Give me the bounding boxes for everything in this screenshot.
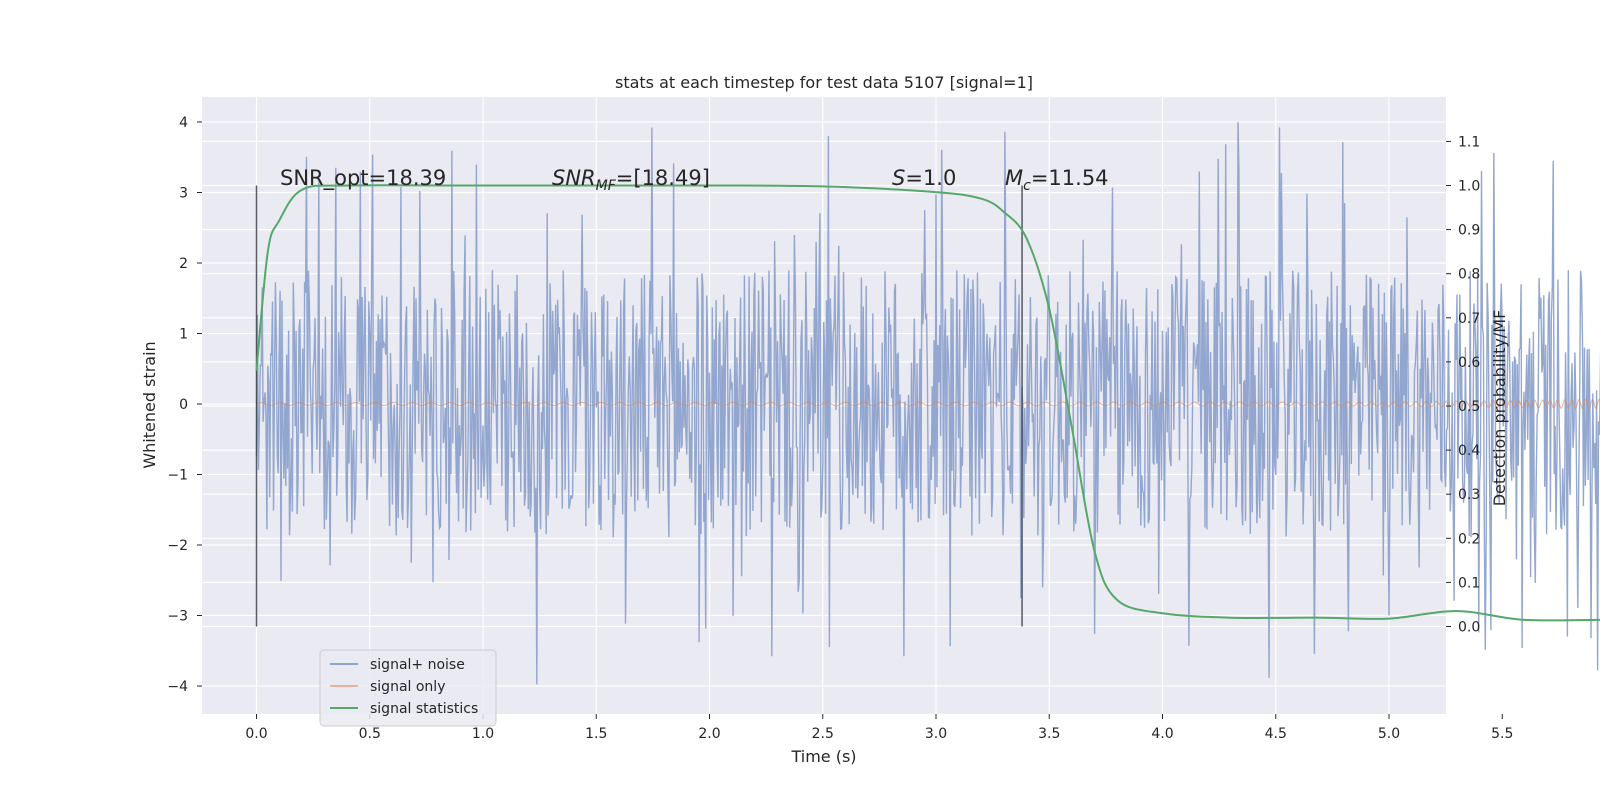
y-axis-label: Whitened strain — [140, 341, 159, 468]
y2-tick-label-1: 0.1 — [1458, 575, 1480, 591]
x-tick-label-0: 0.0 — [245, 726, 267, 742]
snr-mf-subscript: MF — [596, 178, 617, 194]
x-tick-label-3: 1.5 — [585, 726, 607, 742]
x-tick-label-9: 4.5 — [1265, 726, 1287, 742]
chart-title: stats at each timestep for test data 510… — [615, 73, 1033, 92]
y2-tick-label-9: 0.9 — [1458, 223, 1480, 239]
y2-tick-label-7: 0.7 — [1458, 311, 1480, 327]
y-axis-left: −4 −3 −2 −1 0 1 2 3 4 — [167, 115, 202, 695]
mc-symbol: M — [1005, 166, 1023, 190]
annotation-mc: Mc=11.54 — [1005, 166, 1109, 194]
y-tick-label-6: 2 — [179, 256, 188, 272]
x-tick-label-6: 3.0 — [925, 726, 947, 742]
series-signal-noise — [255, 122, 1600, 685]
y-tick-label-7: 3 — [179, 186, 188, 202]
x-axis-label: Time (s) — [790, 747, 856, 766]
y2-tick-label-5: 0.5 — [1458, 399, 1480, 415]
y2-tick-label-2: 0.2 — [1458, 531, 1480, 547]
legend-entry-signal: signal only — [370, 679, 445, 695]
x-tick-label-8: 4.0 — [1151, 726, 1173, 742]
annotation-snr-opt: SNR_opt=18.39 — [280, 166, 446, 191]
x-tick-label-4: 2.0 — [698, 726, 720, 742]
x-tick-label-2: 1.0 — [472, 726, 494, 742]
legend-entry-stats: signal statistics — [370, 701, 478, 717]
annotation-s: S=1.0 — [892, 166, 956, 190]
y-tick-label-3: −1 — [167, 468, 188, 484]
y-tick-label-4: 0 — [179, 397, 188, 413]
x-tick-label-10: 5.0 — [1378, 726, 1400, 742]
y2-tick-label-10: 1.0 — [1458, 179, 1480, 195]
y2-tick-label-4: 0.4 — [1458, 443, 1480, 459]
x-tick-label-5: 2.5 — [812, 726, 834, 742]
noise-trace — [255, 122, 1600, 685]
y-tick-label-8: 4 — [179, 115, 188, 131]
legend-box — [319, 649, 497, 727]
y2-tick-label-3: 0.3 — [1458, 487, 1480, 503]
y-tick-label-5: 1 — [179, 327, 188, 343]
annotation-snr-mf: SNRMF=[18.49] — [552, 166, 710, 194]
snr-mf-symbol: SNR — [552, 166, 596, 190]
x-tick-label-1: 0.5 — [359, 726, 381, 742]
mc-value: =11.54 — [1031, 166, 1109, 190]
series-signal-statistics — [255, 184, 1600, 622]
signal-trace — [256, 398, 1600, 410]
y2-axis-label: Detection probability/MF — [1490, 310, 1509, 507]
legend-entry-noise: signal+ noise — [370, 657, 465, 673]
snr-mf-value: =[18.49] — [616, 166, 710, 190]
legend: signal+ noise signal only signal statist… — [319, 649, 497, 727]
y-tick-label-2: −2 — [167, 538, 188, 554]
y2-tick-label-8: 0.8 — [1458, 267, 1480, 283]
y-axis-right: 0.0 0.1 0.2 0.3 0.4 0.5 0.6 0.7 0.8 0.9 1.0 1.1 — [1446, 134, 1480, 636]
stats-trace — [255, 184, 1600, 622]
x-axis: 0.00.51.01.52.02.53.03.54.04.55.05.56.06… — [245, 714, 1513, 742]
y2-tick-label-11: 1.1 — [1458, 134, 1480, 150]
series-signal-only — [256, 398, 1600, 410]
s-value: =1.0 — [905, 166, 956, 190]
mc-subscript: c — [1023, 178, 1031, 194]
y-tick-label-1: −3 — [167, 609, 188, 625]
vertical-markers — [255, 185, 1023, 627]
y-tick-label-0: −4 — [167, 679, 188, 695]
x-tick-label-11: 5.5 — [1491, 726, 1513, 742]
x-tick-label-7: 3.5 — [1038, 726, 1060, 742]
y2-tick-label-6: 0.6 — [1458, 355, 1480, 371]
y2-tick-label-0: 0.0 — [1458, 620, 1480, 636]
s-symbol: S — [892, 166, 905, 190]
